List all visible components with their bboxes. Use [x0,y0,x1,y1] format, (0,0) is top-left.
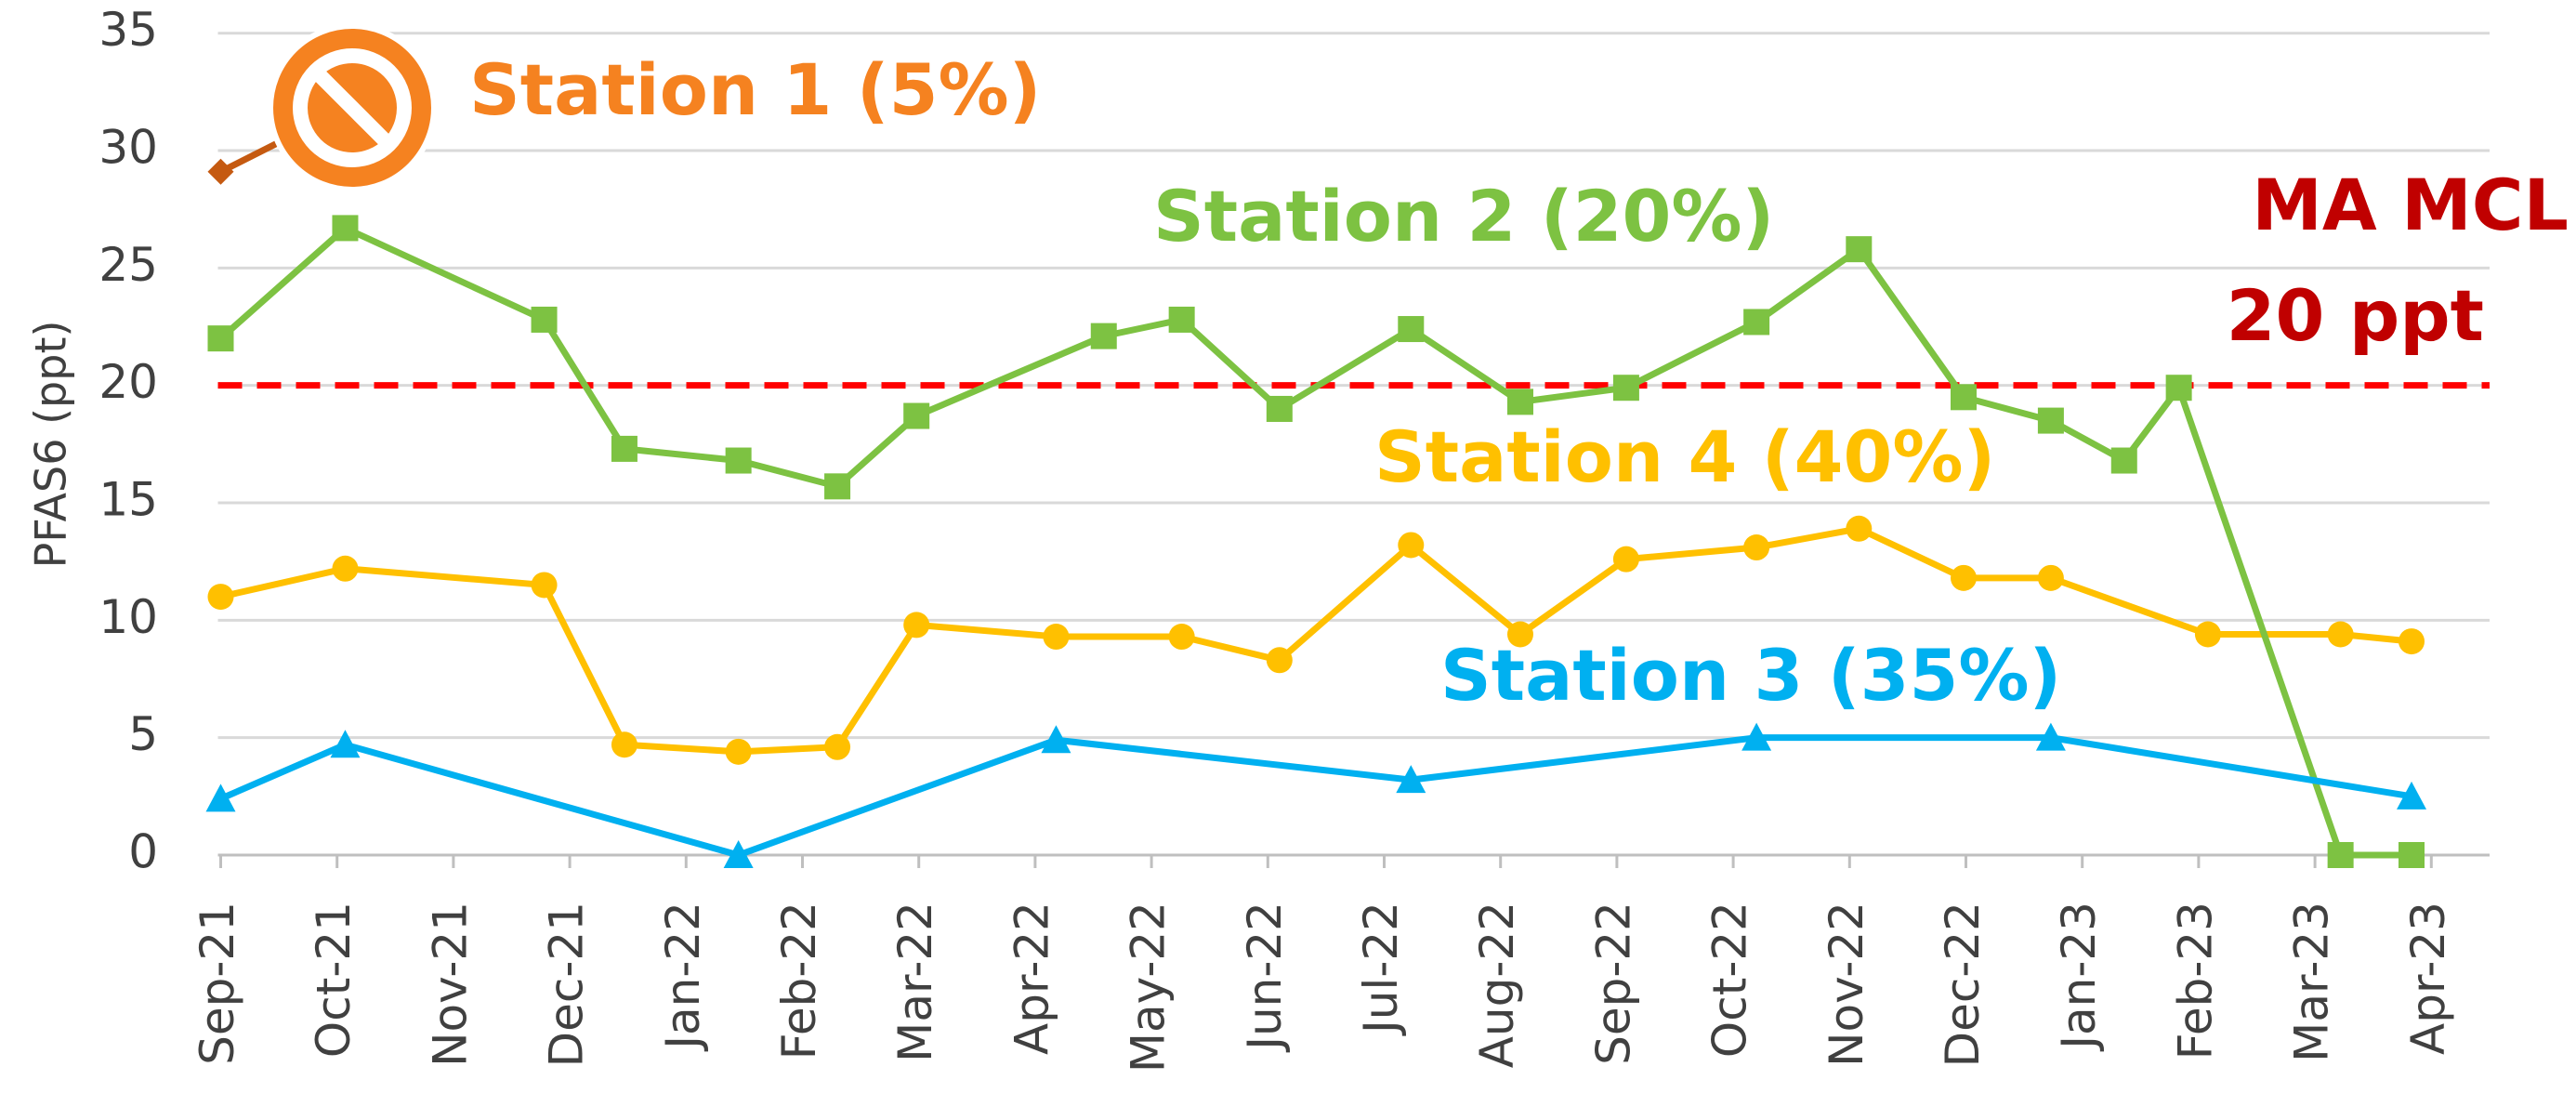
y-tick-label: 30 [99,121,158,175]
x-tick-label: Jun-22 [1238,902,1292,1053]
marker [1041,725,1071,754]
marker [1266,395,1293,422]
marker [207,158,234,185]
marker [1398,532,1425,559]
marker [725,447,752,474]
marker [1741,722,1772,751]
marker [903,612,930,639]
marker [1612,546,1639,573]
y-tick-label: 25 [99,238,158,292]
series-line [219,734,2412,859]
y-tick-label: 15 [99,473,158,527]
x-tick-label: Aug-22 [1470,902,1524,1068]
y-tick-label: 20 [99,355,158,409]
marker [725,738,752,765]
marker [903,402,930,429]
marker [207,584,234,611]
no-icon [268,23,437,192]
marker [332,215,359,242]
marker [2397,781,2427,810]
annotation: MA MCL [2252,164,2569,246]
x-tick-label: May-22 [1122,902,1176,1073]
marker [1846,236,1873,263]
x-tick-label: Oct-21 [307,902,361,1058]
grid: 0 5 10 15 20 25 30 35 Sep-21 Oct-21 Nov-21 Dec-21 Ja… [99,3,2490,1073]
marker [531,306,558,333]
x-tick-label: Feb-23 [2168,902,2222,1060]
x-tick-label: Nov-22 [1820,902,1873,1067]
marker [1950,564,1977,591]
y-axis-label: PFAS6 (ppt) [26,321,76,569]
x-tick-label: Jan-23 [2052,902,2106,1052]
marker [1396,765,1426,794]
marker [2035,722,2066,751]
x-tick-label: Apr-22 [1005,902,1058,1055]
x-tick-label: Mar-23 [2285,902,2339,1062]
x-tick-label: Oct-22 [1703,902,1757,1058]
marker [1743,534,1770,561]
x-tick-label: Dec-22 [1936,902,1990,1067]
marker [531,572,558,599]
annotation: Station 1 (5%) [469,48,1041,131]
annotation: 20 ppt [2227,274,2484,357]
y-tick-label: 10 [99,590,158,644]
marker [824,733,851,760]
x-tick-label: Feb-22 [772,902,826,1060]
x-tick-label: Apr-23 [2401,902,2455,1055]
series-line [219,525,2412,756]
marker [1168,306,1195,333]
marker [723,840,754,868]
y-tick-label: 0 [128,825,158,879]
x-tick-label: Jul-22 [1354,902,1408,1036]
marker [824,473,851,500]
marker [2194,621,2221,648]
marker [2327,621,2354,648]
marker [1266,647,1293,674]
y-tick-label: 35 [99,3,158,57]
annotation: Station 4 (40%) [1374,415,1995,498]
x-tick-label: Dec-21 [540,902,594,1067]
marker [2165,375,2192,402]
marker [1506,388,1533,415]
marker [207,325,234,352]
marker [2037,564,2064,591]
marker [1612,375,1639,402]
x-tick-label: Sep-21 [191,902,244,1065]
marker [1398,316,1425,343]
marker [332,555,359,582]
annotation: Station 3 (35%) [1440,634,2061,717]
marker [1506,621,1533,648]
marker [2327,842,2354,868]
marker [1043,624,1070,651]
annotation: Station 2 (20%) [1153,175,1774,257]
marker [205,783,236,812]
x-tick-label: Jan-22 [656,902,710,1052]
marker [1090,323,1117,349]
marker [611,435,637,462]
series-group [207,215,2425,868]
marker [2399,842,2425,868]
marker [611,731,637,758]
marker [1168,624,1195,651]
series [205,102,2427,868]
x-tick-label: Nov-21 [423,902,477,1067]
marker [1743,309,1770,336]
marker [2037,407,2064,434]
x-tick-label: Mar-22 [888,902,942,1062]
series-group [205,722,2427,868]
marker [2399,628,2425,655]
marker [2110,447,2137,474]
series-group [207,515,2425,765]
x-tick-label: Sep-22 [1586,902,1640,1065]
marker [330,730,361,758]
marker [1846,515,1873,542]
y-tick-label: 5 [128,707,158,761]
marker [1950,384,1977,411]
